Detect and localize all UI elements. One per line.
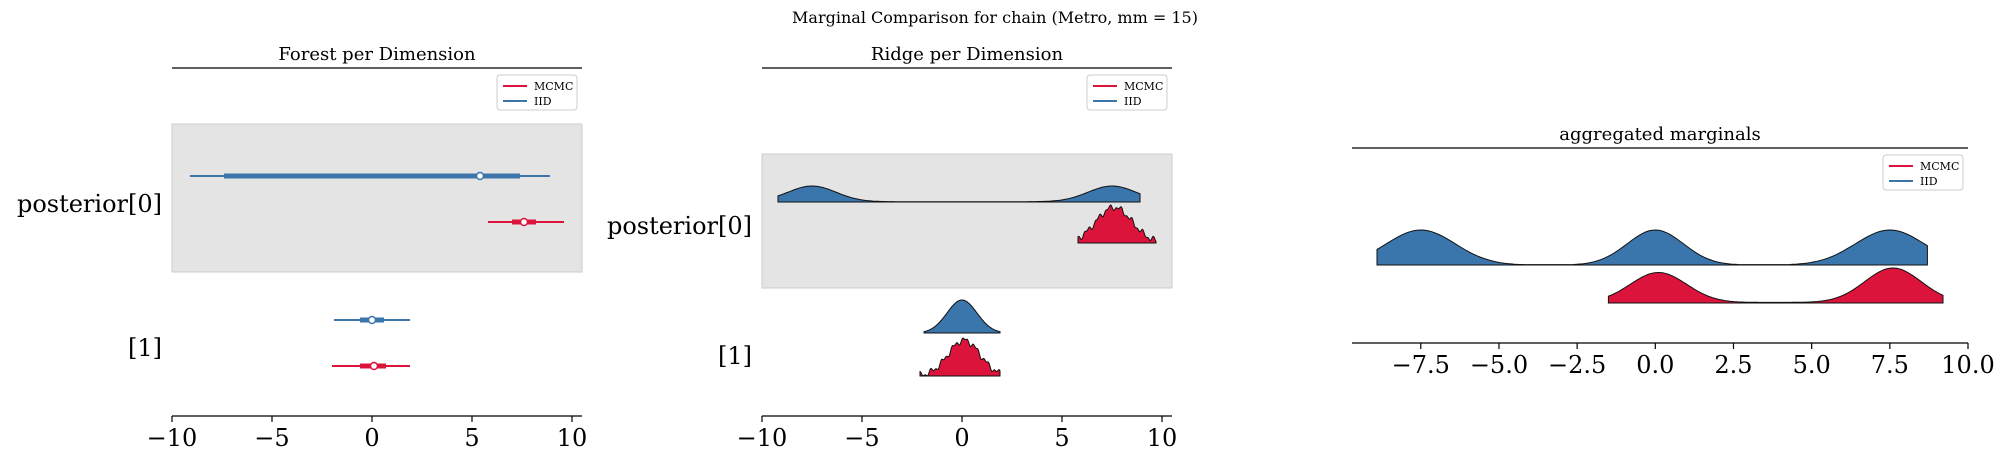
- forest-median-point: [367, 315, 377, 325]
- aggregated-panel: aggregated marginals −7.5 −5.0 −2.5 0.0 2.5 5.…: [1352, 124, 1995, 379]
- row-label: posterior[0]: [17, 190, 162, 218]
- x-tick-label: −5.0: [1470, 351, 1528, 379]
- ridge-density: [777, 185, 1141, 203]
- x-tick-label: 5.0: [1793, 351, 1831, 379]
- x-tick-label: −7.5: [1392, 351, 1450, 379]
- ridge-density: [1376, 229, 1928, 266]
- x-tick-label: 7.5: [1871, 351, 1909, 379]
- x-tick-label: −5: [254, 424, 289, 452]
- row-label: posterior[0]: [607, 212, 752, 240]
- legend-entry: MCMC: [1124, 80, 1163, 93]
- legend-entry: IID: [1920, 175, 1938, 188]
- x-tick-label: −10: [147, 424, 198, 452]
- panel-title: aggregated marginals: [1559, 124, 1760, 145]
- row-label: [1]: [718, 342, 752, 370]
- forest-median-point: [519, 217, 529, 227]
- x-tick-label: 10.0: [1941, 351, 1994, 379]
- ridge-panel: Ridge per Dimension −10 −5 0 5 10 posterior[0]…: [607, 44, 1177, 452]
- row-band: [171, 123, 583, 273]
- forest-panel: Forest per Dimension −10 −5 0 5 10 posterior[0…: [17, 44, 587, 452]
- x-tick-label: 0: [954, 424, 969, 452]
- ridge-density: [919, 337, 1001, 377]
- ridge-density: [1077, 204, 1157, 244]
- legend-entry: IID: [1124, 95, 1142, 108]
- x-tick-label: 2.5: [1714, 351, 1752, 379]
- legend-entry: MCMC: [534, 80, 573, 93]
- x-tick-label: 5: [464, 424, 479, 452]
- figure-suptitle: Marginal Comparison for chain (Metro, mm…: [792, 8, 1198, 27]
- x-tick-label: 10: [1147, 424, 1178, 452]
- row-label: [1]: [128, 334, 162, 362]
- x-tick-label: −5: [844, 424, 879, 452]
- ridge-density: [1607, 267, 1944, 304]
- panel-title: Forest per Dimension: [278, 44, 476, 65]
- ridge-density: [923, 299, 1001, 334]
- forest-median-point: [369, 361, 379, 371]
- x-tick-label: −10: [737, 424, 788, 452]
- x-tick-label: 10: [557, 424, 588, 452]
- legend-entry: IID: [534, 95, 552, 108]
- x-tick-label: −2.5: [1548, 351, 1606, 379]
- x-tick-label: 0: [364, 424, 379, 452]
- legend-entry: MCMC: [1920, 160, 1959, 173]
- x-tick-label: 5: [1054, 424, 1069, 452]
- x-tick-label: 0.0: [1636, 351, 1674, 379]
- forest-median-point: [475, 171, 485, 181]
- panel-title: Ridge per Dimension: [871, 44, 1064, 65]
